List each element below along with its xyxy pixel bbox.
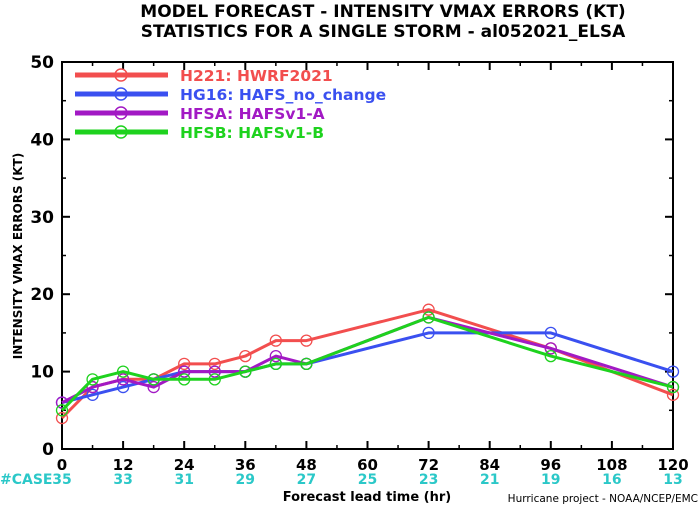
legend-model-id: H221 xyxy=(180,67,225,85)
case-label: #CASE xyxy=(0,472,53,488)
legend-item-hfsa: HFSA: HAFSv1-A xyxy=(75,105,325,123)
y-tick-label: 20 xyxy=(30,285,54,305)
case-count: 16 xyxy=(602,472,621,488)
case-count: 27 xyxy=(297,472,316,488)
data-point xyxy=(178,373,191,386)
data-point xyxy=(86,373,99,386)
data-point xyxy=(116,373,130,386)
x-tick-label: 96 xyxy=(540,456,561,474)
x-tick-label: 24 xyxy=(174,456,195,474)
data-point xyxy=(208,373,221,386)
case-count: 23 xyxy=(419,472,438,488)
legend-marker xyxy=(114,87,128,101)
data-point xyxy=(422,303,435,316)
data-point xyxy=(666,388,680,401)
series-lines xyxy=(55,303,680,425)
y-axis-label: INTENSITY VMAX ERRORS (KT) xyxy=(11,153,25,359)
legend-label: H221: HWRF2021 xyxy=(180,67,333,85)
legend-model-id: HFSB xyxy=(180,124,227,142)
plot-frame xyxy=(61,61,674,450)
credit-text: Hurricane project - NOAA/NCEP/EMC xyxy=(508,493,698,505)
y-tick-label: 50 xyxy=(30,53,54,73)
data-point xyxy=(178,365,191,378)
legend-separator: : xyxy=(225,67,237,85)
x-tick-label: 12 xyxy=(113,456,134,474)
legend-label: HFSA: HAFSv1-A xyxy=(180,105,325,123)
case-count: 13 xyxy=(663,472,682,488)
case-count: 19 xyxy=(541,472,560,488)
data-point xyxy=(544,349,557,363)
data-point xyxy=(55,404,69,417)
x-tick-label: 0 xyxy=(57,456,67,474)
legend-item-hfsb: HFSB: HAFSv1-B xyxy=(75,124,324,142)
series-hfsb xyxy=(55,311,680,417)
legend-model-name: HWRF2021 xyxy=(237,67,333,85)
case-counts: #CASE 35 33 31 29 27 25 23 21 19 16 13 xyxy=(0,472,683,488)
y-tick-label: 30 xyxy=(30,208,54,228)
case-count: 33 xyxy=(113,472,132,488)
case-count: 31 xyxy=(174,472,193,488)
data-point xyxy=(300,334,313,347)
data-point xyxy=(116,365,130,378)
data-point xyxy=(422,311,435,324)
chart-subtitle: STATISTICS FOR A SINGLE STORM - al052021… xyxy=(141,22,626,42)
legend-model-name: HAFSv1-B xyxy=(238,124,324,142)
data-point xyxy=(269,349,283,363)
y-tick-label: 0 xyxy=(42,440,54,460)
legend-separator: : xyxy=(227,86,239,104)
data-point xyxy=(300,357,313,371)
x-tick-label: 84 xyxy=(479,456,500,474)
data-point xyxy=(239,349,252,363)
data-point xyxy=(55,396,69,409)
x-tick-label: 72 xyxy=(418,456,439,474)
data-point xyxy=(147,380,160,394)
data-point xyxy=(269,357,283,371)
legend-item-hg16: HG16: HAFS_no_change xyxy=(75,86,386,104)
data-point xyxy=(178,357,191,371)
data-point xyxy=(422,326,435,340)
legend-model-id: HG16 xyxy=(180,86,227,104)
data-point xyxy=(116,380,130,394)
axes: 0 12 24 36 48 60 72 84 96 108 120 0 10 20 30 40 50 xyxy=(30,53,688,474)
x-tick-label: 108 xyxy=(596,456,627,474)
data-point xyxy=(147,373,160,386)
case-count: 29 xyxy=(236,472,255,488)
data-point xyxy=(239,365,252,378)
data-point xyxy=(666,365,680,378)
legend-model-name: HAFS_no_change xyxy=(239,86,386,104)
case-count: 21 xyxy=(480,472,499,488)
y-tick-label: 40 xyxy=(30,130,54,150)
chart-title: MODEL FORECAST - INTENSITY VMAX ERRORS (… xyxy=(140,2,625,22)
case-count: 25 xyxy=(358,472,377,488)
data-point xyxy=(86,380,99,394)
data-point xyxy=(208,357,221,371)
data-point xyxy=(208,365,221,378)
x-axis-label: Forecast lead time (hr) xyxy=(283,490,451,505)
legend-model-name: HAFSv1-A xyxy=(239,105,325,123)
data-point xyxy=(666,380,680,394)
legend-separator: : xyxy=(227,105,239,123)
legend-label: HG16: HAFS_no_change xyxy=(180,86,386,104)
legend-marker xyxy=(114,125,128,139)
x-tick-label: 120 xyxy=(657,456,688,474)
case-count: 35 xyxy=(52,472,71,488)
series-line xyxy=(60,315,674,412)
data-point xyxy=(269,334,283,347)
legend-label: HFSB: HAFSv1-B xyxy=(180,124,324,142)
data-point xyxy=(86,388,99,401)
data-point xyxy=(544,326,557,340)
legend-marker xyxy=(114,106,128,120)
legend-marker xyxy=(114,68,128,82)
data-point xyxy=(55,411,69,425)
x-tick-label: 48 xyxy=(296,456,317,474)
x-tick-label: 36 xyxy=(235,456,256,474)
x-tick-label: 60 xyxy=(357,456,378,474)
legend-separator: : xyxy=(227,124,239,142)
data-point xyxy=(544,342,557,355)
legend-model-id: HFSA xyxy=(180,105,227,123)
legend-item-h221: H221: HWRF2021 xyxy=(75,67,333,85)
y-tick-label: 10 xyxy=(30,363,54,383)
